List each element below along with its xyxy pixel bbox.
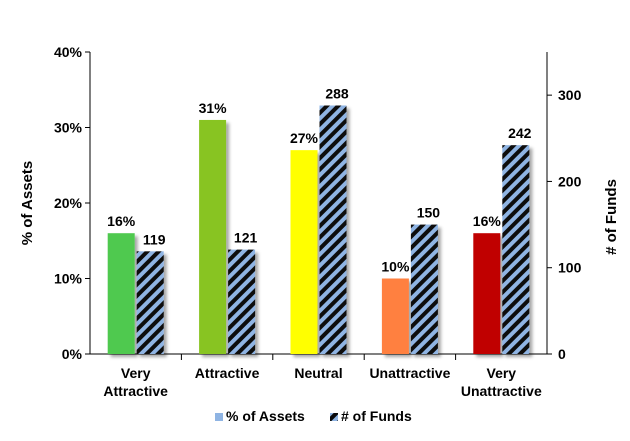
y-left-tick-label: 40% <box>54 44 83 60</box>
data-label-assets: 16% <box>473 213 502 229</box>
y-left-tick-label: 30% <box>54 120 83 136</box>
y-axis-left-title: % of Assets <box>19 161 36 245</box>
y-axis-right-title: # of Funds <box>603 179 620 255</box>
category-label: Unattractive <box>369 365 450 381</box>
bar-funds <box>136 251 164 354</box>
bar-assets <box>107 233 135 354</box>
y-left-tick-label: 10% <box>54 271 83 287</box>
bar-funds <box>319 105 347 354</box>
category-label: Very Attractive <box>103 365 168 399</box>
bar-funds <box>228 249 256 354</box>
data-label-funds: 150 <box>417 205 441 221</box>
legend: % of Assets # of Funds <box>215 408 412 424</box>
bar-assets <box>199 119 227 354</box>
legend-label-assets: % of Assets <box>226 408 305 424</box>
data-label-assets: 27% <box>290 130 319 146</box>
y-right-tick-label: 200 <box>558 173 582 189</box>
bar-funds <box>410 224 438 354</box>
y-right-tick-label: 0 <box>558 346 566 362</box>
legend-swatch-assets <box>215 413 223 421</box>
bar-assets <box>381 278 409 354</box>
category-label: Very Unattractive <box>461 365 542 399</box>
y-right-tick-label: 300 <box>558 87 582 103</box>
y-right-tick-label: 100 <box>558 260 582 276</box>
category-label: Neutral <box>294 365 342 381</box>
data-labels: 16% 119 31% 121 27% 288 10% 150 16% 242 <box>107 85 532 274</box>
legend-label-funds: # of Funds <box>341 408 412 424</box>
data-label-funds: 242 <box>508 125 532 141</box>
data-label-assets: 10% <box>381 259 410 275</box>
y-left-tick-label: 0% <box>62 346 83 362</box>
bars <box>107 105 530 354</box>
category-label: Attractive <box>195 365 260 381</box>
bar-assets <box>473 233 501 354</box>
y-left-tick-label: 20% <box>54 195 83 211</box>
axes: 0% 10% 20% 30% 40% 0 100 200 300 Very Attractive At… <box>54 44 582 399</box>
data-label-funds: 119 <box>143 231 166 247</box>
data-label-funds: 288 <box>325 85 349 101</box>
data-label-assets: 31% <box>199 100 228 116</box>
legend-swatch-funds <box>330 413 338 421</box>
bar-funds <box>502 145 530 354</box>
bar-assets <box>290 150 318 354</box>
data-label-funds: 121 <box>234 230 258 246</box>
data-label-assets: 16% <box>107 213 136 229</box>
